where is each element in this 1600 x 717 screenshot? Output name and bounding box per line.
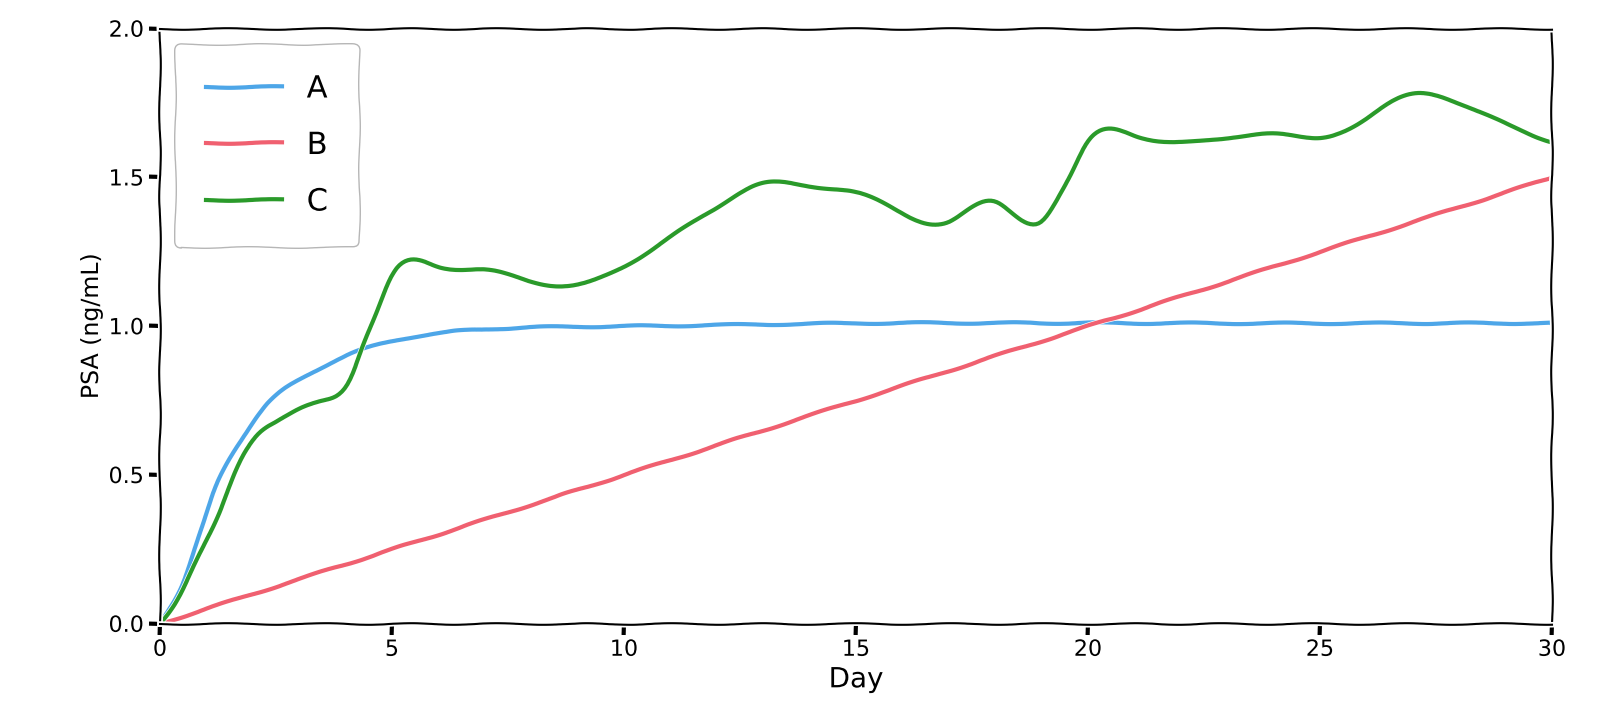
A bbox=[934, 318, 954, 327]
B bbox=[1542, 174, 1562, 182]
Line: C: C bbox=[160, 93, 1552, 624]
A bbox=[150, 619, 170, 628]
X-axis label: Day: Day bbox=[829, 665, 883, 693]
A bbox=[1542, 319, 1562, 328]
A bbox=[982, 318, 1002, 327]
B bbox=[819, 405, 838, 414]
C bbox=[904, 214, 923, 223]
B bbox=[1291, 254, 1310, 262]
A bbox=[904, 318, 923, 327]
C bbox=[150, 619, 170, 628]
C bbox=[819, 184, 838, 193]
Legend: A, B, C: A, B, C bbox=[176, 44, 358, 247]
B bbox=[150, 619, 170, 628]
B bbox=[811, 407, 830, 416]
C bbox=[1512, 126, 1531, 135]
A bbox=[811, 319, 830, 328]
A bbox=[1294, 319, 1314, 328]
C bbox=[811, 184, 830, 192]
Y-axis label: PSA (ng/mL): PSA (ng/mL) bbox=[78, 253, 102, 399]
B bbox=[1509, 184, 1528, 192]
A bbox=[819, 319, 838, 328]
Line: B: B bbox=[160, 178, 1552, 624]
C bbox=[1542, 138, 1562, 146]
Line: A: A bbox=[160, 323, 1552, 624]
C bbox=[1411, 89, 1430, 98]
C bbox=[1291, 133, 1310, 142]
A bbox=[1512, 319, 1531, 328]
C bbox=[979, 196, 998, 205]
B bbox=[979, 353, 998, 362]
B bbox=[904, 378, 923, 386]
